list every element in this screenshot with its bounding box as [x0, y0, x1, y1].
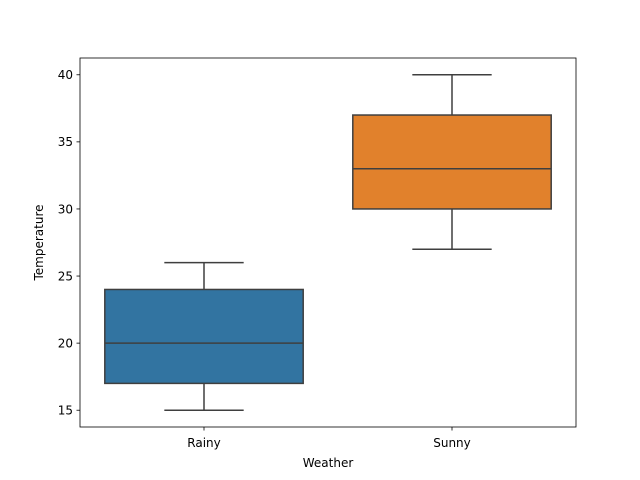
- box-sunny: [352, 114, 552, 210]
- box-rainy: [104, 288, 304, 385]
- y-axis-label: Temperature: [32, 204, 46, 281]
- y-tick-label: 20: [58, 336, 73, 350]
- x-axis-label: Weather: [303, 456, 354, 470]
- y-tick-label: 15: [58, 404, 73, 418]
- y-tick-label: 35: [58, 135, 73, 149]
- x-tick-label: Sunny: [433, 436, 471, 450]
- y-tick-label: 25: [58, 269, 73, 283]
- plot-frame: [79, 57, 577, 428]
- x-tick-label: Rainy: [187, 436, 220, 450]
- y-axis: 15 20 25 30 35 40: [58, 68, 80, 418]
- y-tick-label: 30: [58, 202, 73, 216]
- y-tick-label: 40: [58, 68, 73, 82]
- box-group-rainy: [104, 261, 304, 411]
- boxes-layer: [104, 74, 552, 411]
- box-group-sunny: [352, 74, 552, 250]
- x-axis: Rainy Sunny: [187, 427, 471, 450]
